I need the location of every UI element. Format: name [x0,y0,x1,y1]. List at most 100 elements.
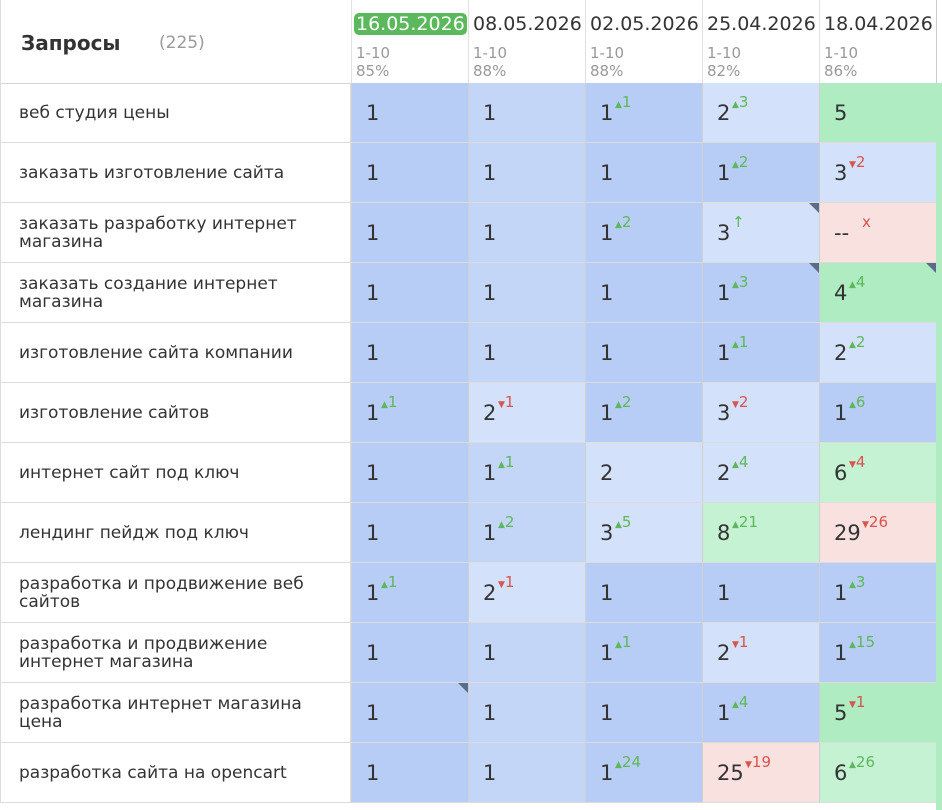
query-cell[interactable]: изготовление сайта компании [0,323,351,383]
position-cell[interactable]: 1 [468,323,585,382]
position-cell[interactable]: 2 [585,443,702,502]
query-text[interactable]: разработка и продвижение веб сайтов [19,574,304,612]
date-column-header[interactable]: 08.05.2026 1-10 88% [468,0,585,83]
position-cell[interactable]: 1 [468,203,585,262]
query-text[interactable]: изготовление сайтов [19,403,210,423]
position-cell[interactable]: 1 ▲24 [585,743,702,802]
position-cell[interactable]: 3 ↑ [702,203,819,262]
position-cell[interactable]: 1 [585,323,702,382]
position-cell[interactable]: 1 [468,143,585,202]
position-cell[interactable]: 8 ▲21 [702,503,819,562]
date-label[interactable]: 18.04.2026 [824,13,933,35]
position-cell[interactable]: 1 [351,203,468,262]
position-cell[interactable]: 1 [351,443,468,502]
position-cell[interactable]: 2 ▲2 [819,323,936,382]
query-cell[interactable]: изготовление сайтов [0,383,351,443]
current-date-label[interactable]: 16.05.2026 [354,13,467,35]
position-cell[interactable]: 1 [351,683,468,742]
position-cell[interactable]: 2 ▼1 [468,563,585,622]
date-column-header[interactable]: 18.04.2026 1-10 86% [819,0,936,83]
query-text[interactable]: заказать изготовление сайта [19,163,285,183]
date-column-header[interactable]: 25.04.2026 1-10 82% [702,0,819,83]
position-cell[interactable]: 1 ▲1 [468,443,585,502]
query-text[interactable]: заказать создание интернет магазина [19,274,278,312]
date-column-header[interactable]: 16.05.2026 1-10 85% [351,0,468,83]
position-cell[interactable]: 2 ▲4 [702,443,819,502]
query-text[interactable]: веб студия цены [19,103,170,123]
queries-title[interactable]: Запросы [21,31,121,55]
position-cell[interactable]: 1 [585,563,702,622]
position-cell[interactable]: 1 [351,143,468,202]
position-cell[interactable]: 5 [819,83,936,142]
date-label[interactable]: 02.05.2026 [590,13,699,35]
position-cell[interactable]: 1 [468,623,585,682]
note-corner-icon[interactable] [809,263,819,273]
position-cell[interactable]: 6 ▼4 [819,443,936,502]
position-cell[interactable]: 1 ▲4 [702,683,819,742]
position-cell[interactable]: 1 ▲1 [702,323,819,382]
position-cell[interactable]: 1 ▲2 [702,143,819,202]
position-cell[interactable]: 5 ▼1 [819,683,936,742]
date-column-header[interactable]: 02.05.2026 1-10 88% [585,0,702,83]
position-cell[interactable]: 1 [468,683,585,742]
position-cell[interactable]: 1 ▲1 [585,83,702,142]
position-cell[interactable]: 1 ▲15 [819,623,936,682]
position-cell[interactable]: 1 ▲2 [468,503,585,562]
query-cell[interactable]: лендинг пейдж под ключ [0,503,351,563]
query-cell[interactable]: заказать разработку интернет магазина [0,203,351,263]
position-cell[interactable]: 4 ▲4 [819,263,936,322]
note-corner-icon[interactable] [926,263,936,273]
position-cell[interactable]: 1 [468,743,585,802]
position-cell[interactable]: 1 [585,263,702,322]
query-cell[interactable]: разработка и продвижение веб сайтов [0,563,351,623]
position-cell[interactable]: 1 [351,623,468,682]
query-cell[interactable]: разработка интернет магазина цена [0,683,351,743]
query-text[interactable]: разработка интернет магазина цена [19,694,302,732]
position-cell[interactable]: 29 ▼26 [819,503,936,562]
position-cell[interactable]: 1 ▲2 [585,383,702,442]
queries-header[interactable]: Запросы (225) [0,0,351,83]
position-cell[interactable]: 6 ▲26 [819,743,936,802]
position-cell[interactable]: 1 ▲3 [819,563,936,622]
query-text[interactable]: разработка и продвижение интернет магази… [19,634,268,672]
query-text[interactable]: интернет сайт под ключ [19,463,240,483]
note-corner-icon[interactable] [458,683,468,693]
query-cell[interactable]: веб студия цены [0,83,351,143]
position-cell[interactable]: 1 [351,263,468,322]
query-cell[interactable]: заказать создание интернет магазина [0,263,351,323]
date-label[interactable]: 08.05.2026 [473,13,582,35]
position-cell[interactable]: 1 [351,83,468,142]
position-cell[interactable]: 25 ▼19 [702,743,819,802]
position-cell[interactable]: 1 [585,143,702,202]
note-corner-icon[interactable] [809,203,819,213]
position-cell[interactable]: 1 [702,563,819,622]
query-cell[interactable]: интернет сайт под ключ [0,443,351,503]
query-text[interactable]: изготовление сайта компании [19,343,293,363]
position-cell[interactable]: 1 ▲3 [702,263,819,322]
position-cell[interactable]: 2 ▲3 [702,83,819,142]
position-cell[interactable]: 1 [585,683,702,742]
position-cell[interactable]: 2 ▼1 [702,623,819,682]
position-cell[interactable]: 3 ▼2 [819,143,936,202]
query-text[interactable]: разработка сайта на opencart [19,763,287,783]
position-cell[interactable]: 1 [351,323,468,382]
query-cell[interactable]: разработка и продвижение интернет магази… [0,623,351,683]
query-cell[interactable]: заказать изготовление сайта [0,143,351,203]
position-cell[interactable]: -- x [819,203,936,262]
query-text[interactable]: лендинг пейдж под ключ [19,523,249,543]
query-cell[interactable]: разработка сайта на opencart [0,743,351,803]
position-cell[interactable]: 1 [351,743,468,802]
position-cell[interactable]: 1 ▲1 [351,563,468,622]
position-cell[interactable]: 1 ▲2 [585,203,702,262]
position-cell[interactable]: 1 [351,503,468,562]
position-cell[interactable]: 1 ▲1 [585,623,702,682]
position-cell[interactable]: 1 ▲1 [351,383,468,442]
query-text[interactable]: заказать разработку интернет магазина [19,214,297,252]
date-label[interactable]: 25.04.2026 [707,13,816,35]
position-cell[interactable]: 1 [468,263,585,322]
position-cell[interactable]: 1 [468,83,585,142]
position-cell[interactable]: 3 ▲5 [585,503,702,562]
position-cell[interactable]: 1 ▲6 [819,383,936,442]
position-cell[interactable]: 2 ▼1 [468,383,585,442]
position-cell[interactable]: 3 ▼2 [702,383,819,442]
